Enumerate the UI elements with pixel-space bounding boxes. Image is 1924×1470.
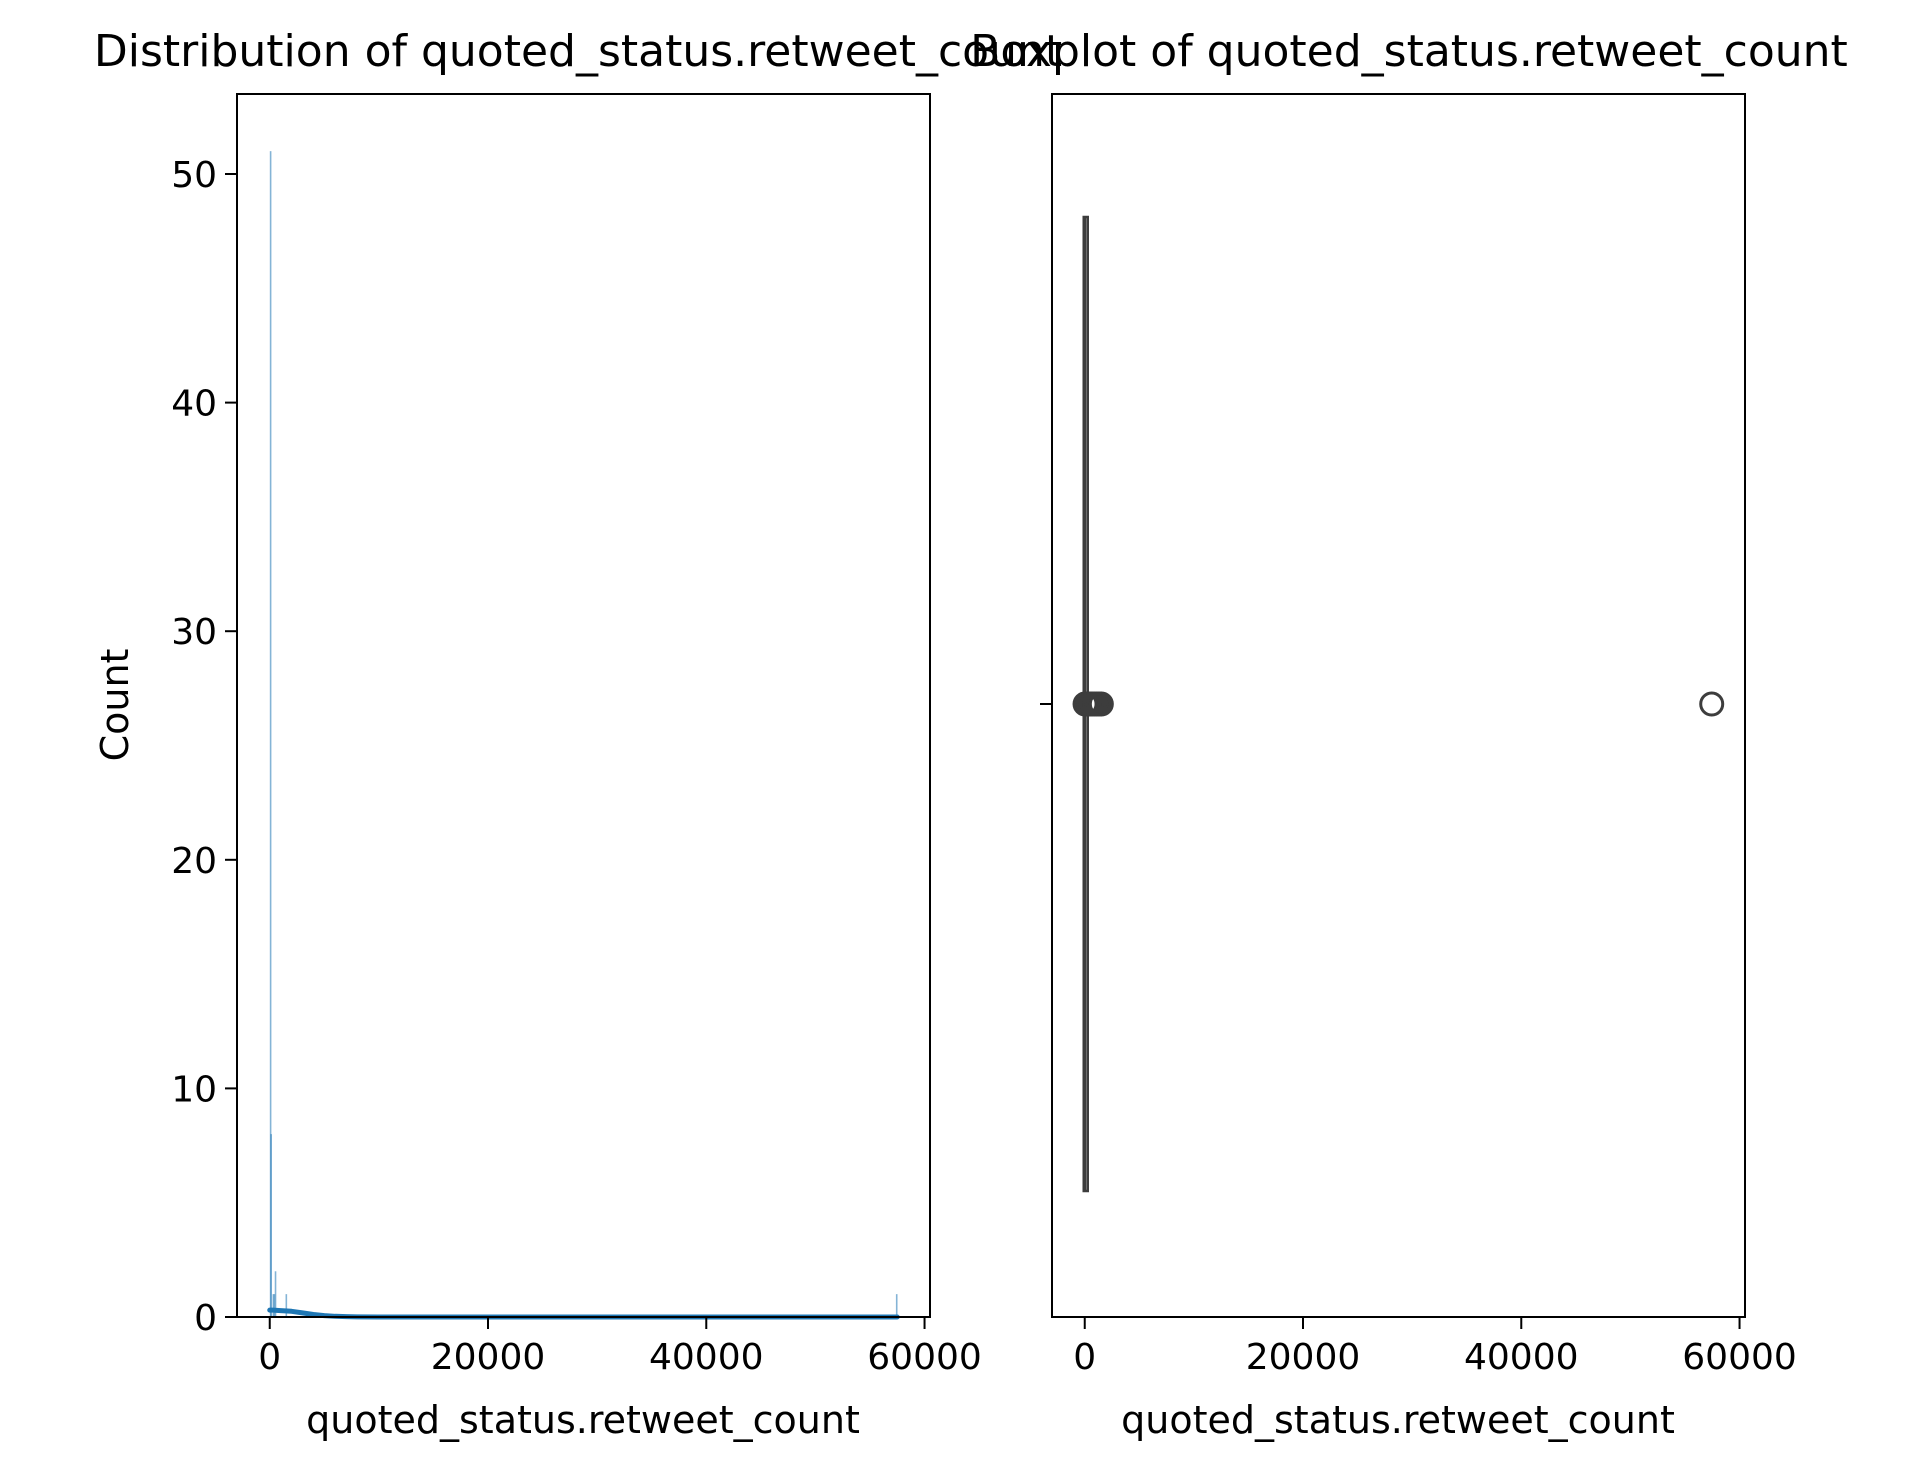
histogram-bar [273, 1294, 276, 1317]
histogram-y-tick-label: 40 [171, 384, 217, 425]
histogram-x-tick-label: 60000 [867, 1337, 982, 1378]
boxplot-x-ticks: 0 20000 40000 60000 [1073, 1317, 1797, 1378]
boxplot-outlier [1699, 691, 1725, 717]
histogram-bar [272, 1294, 275, 1317]
boxplot-axes-frame [1051, 93, 1746, 1318]
histogram-y-tick-label: 50 [171, 155, 217, 196]
boxplot-x-tick-label: 60000 [1682, 1337, 1797, 1378]
histogram-y-axis-label: Count [93, 649, 137, 762]
histogram-y-tick-label: 0 [194, 1298, 217, 1339]
histogram-axes-frame [236, 93, 931, 1318]
histogram-bars [269, 151, 898, 1317]
histogram-panel: Distribution of quoted_status.retweet_co… [93, 26, 1062, 1442]
boxplot-outliers [1072, 691, 1725, 717]
boxplot-x-tick-label: 0 [1073, 1337, 1096, 1378]
histogram-x-tick-label: 0 [258, 1337, 281, 1378]
histogram-y-tick-label: 30 [171, 612, 217, 653]
histogram-x-tick-label: 20000 [431, 1337, 546, 1378]
histogram-y-tick-label: 10 [171, 1069, 217, 1110]
histogram-bar [895, 1294, 898, 1317]
histogram-y-ticks: 0 10 20 30 40 50 [171, 155, 237, 1339]
histogram-title: Distribution of quoted_status.retweet_co… [94, 26, 1062, 77]
boxplot-x-tick-label: 40000 [1464, 1337, 1579, 1378]
histogram-bar [270, 1134, 272, 1317]
histogram-x-tick-label: 40000 [649, 1337, 764, 1378]
boxplot-x-tick-label: 20000 [1246, 1337, 1361, 1378]
boxplot-outlier [1088, 691, 1114, 717]
histogram-x-axis-label: quoted_status.retweet_count [306, 1398, 860, 1442]
histogram-bar [269, 151, 272, 1317]
boxplot-panel: Boxplot of quoted_status.retweet_count 0… [970, 26, 1848, 1442]
histogram-x-ticks: 0 20000 40000 60000 [258, 1317, 982, 1378]
histogram-bar [274, 1271, 277, 1317]
boxplot-x-axis-label: quoted_status.retweet_count [1121, 1398, 1675, 1442]
histogram-bar [285, 1294, 288, 1317]
boxplot-title: Boxplot of quoted_status.retweet_count [970, 26, 1848, 77]
histogram-y-tick-label: 20 [171, 841, 217, 882]
